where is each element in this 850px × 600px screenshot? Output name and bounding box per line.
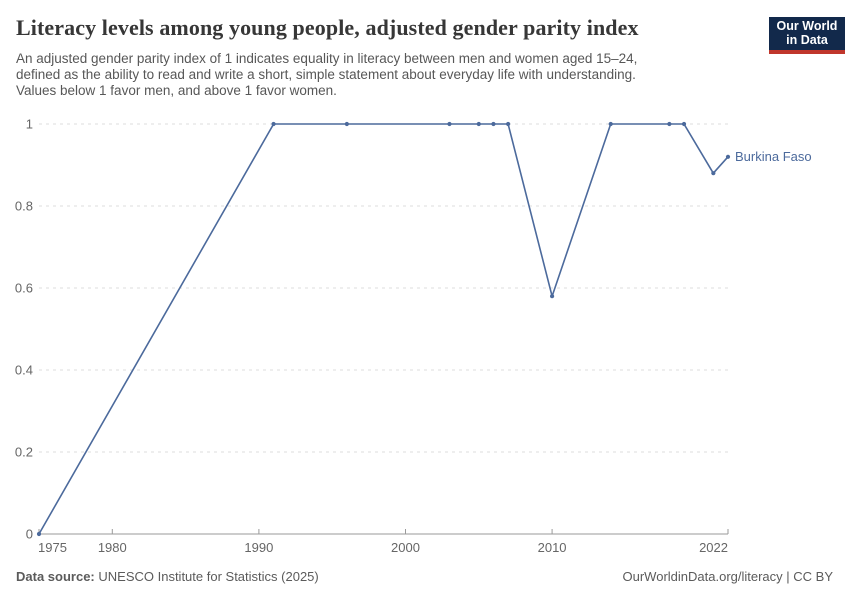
y-axis-tick-label: 0 bbox=[26, 527, 33, 542]
subtitle-line: defined as the ability to read and write… bbox=[16, 67, 636, 82]
subtitle-line: An adjusted gender parity index of 1 ind… bbox=[16, 51, 638, 66]
data-point[interactable] bbox=[549, 294, 555, 299]
owid-logo-line1: Our World bbox=[776, 19, 838, 33]
owid-logo-text: Our World in Data bbox=[769, 17, 845, 50]
data-point[interactable] bbox=[725, 154, 731, 159]
attribution-link[interactable]: OurWorldinData.org/literacy | CC BY bbox=[622, 569, 833, 584]
data-point[interactable] bbox=[711, 171, 716, 176]
owid-logo[interactable]: Our World in Data bbox=[769, 17, 845, 54]
data-point[interactable] bbox=[681, 121, 687, 127]
data-point[interactable] bbox=[271, 121, 276, 127]
entity-label[interactable]: Burkina Faso bbox=[735, 149, 812, 164]
x-axis-tick-label: 2010 bbox=[538, 540, 567, 555]
data-source: Data source: UNESCO Institute for Statis… bbox=[16, 569, 319, 584]
data-point[interactable] bbox=[36, 531, 42, 537]
x-axis-tick-label: 2000 bbox=[391, 540, 420, 555]
y-axis-tick-label: 0.6 bbox=[15, 281, 33, 296]
data-point[interactable] bbox=[506, 121, 511, 127]
x-axis-tick-label: 2022 bbox=[699, 540, 728, 555]
data-source-label: Data source: bbox=[16, 569, 95, 584]
y-axis-tick-label: 0.4 bbox=[15, 363, 33, 378]
y-axis-tick-label: 1 bbox=[26, 117, 33, 132]
data-point[interactable] bbox=[344, 121, 349, 127]
data-point[interactable] bbox=[476, 121, 481, 127]
chart-subtitle: An adjusted gender parity index of 1 ind… bbox=[16, 51, 637, 99]
chart-line[interactable] bbox=[38, 123, 729, 535]
x-axis-tick-label: 1980 bbox=[98, 540, 127, 555]
subtitle-line: Values below 1 favor men, and above 1 fa… bbox=[16, 83, 337, 98]
data-source-value: UNESCO Institute for Statistics (2025) bbox=[98, 569, 319, 584]
data-point[interactable] bbox=[447, 121, 452, 127]
data-point[interactable] bbox=[608, 121, 613, 127]
page-title: Literacy levels among young people, adju… bbox=[16, 15, 639, 40]
x-axis-tick-label: 1990 bbox=[244, 540, 273, 555]
y-axis-tick-label: 0.8 bbox=[15, 199, 33, 214]
chart-footer: Data source: UNESCO Institute for Statis… bbox=[16, 569, 833, 584]
x-axis-tick-label: 1975 bbox=[38, 540, 67, 555]
data-point[interactable] bbox=[491, 121, 496, 127]
owid-logo-line2: in Data bbox=[786, 33, 828, 47]
data-point[interactable] bbox=[667, 121, 672, 127]
y-axis-tick-label: 0.2 bbox=[15, 445, 33, 460]
